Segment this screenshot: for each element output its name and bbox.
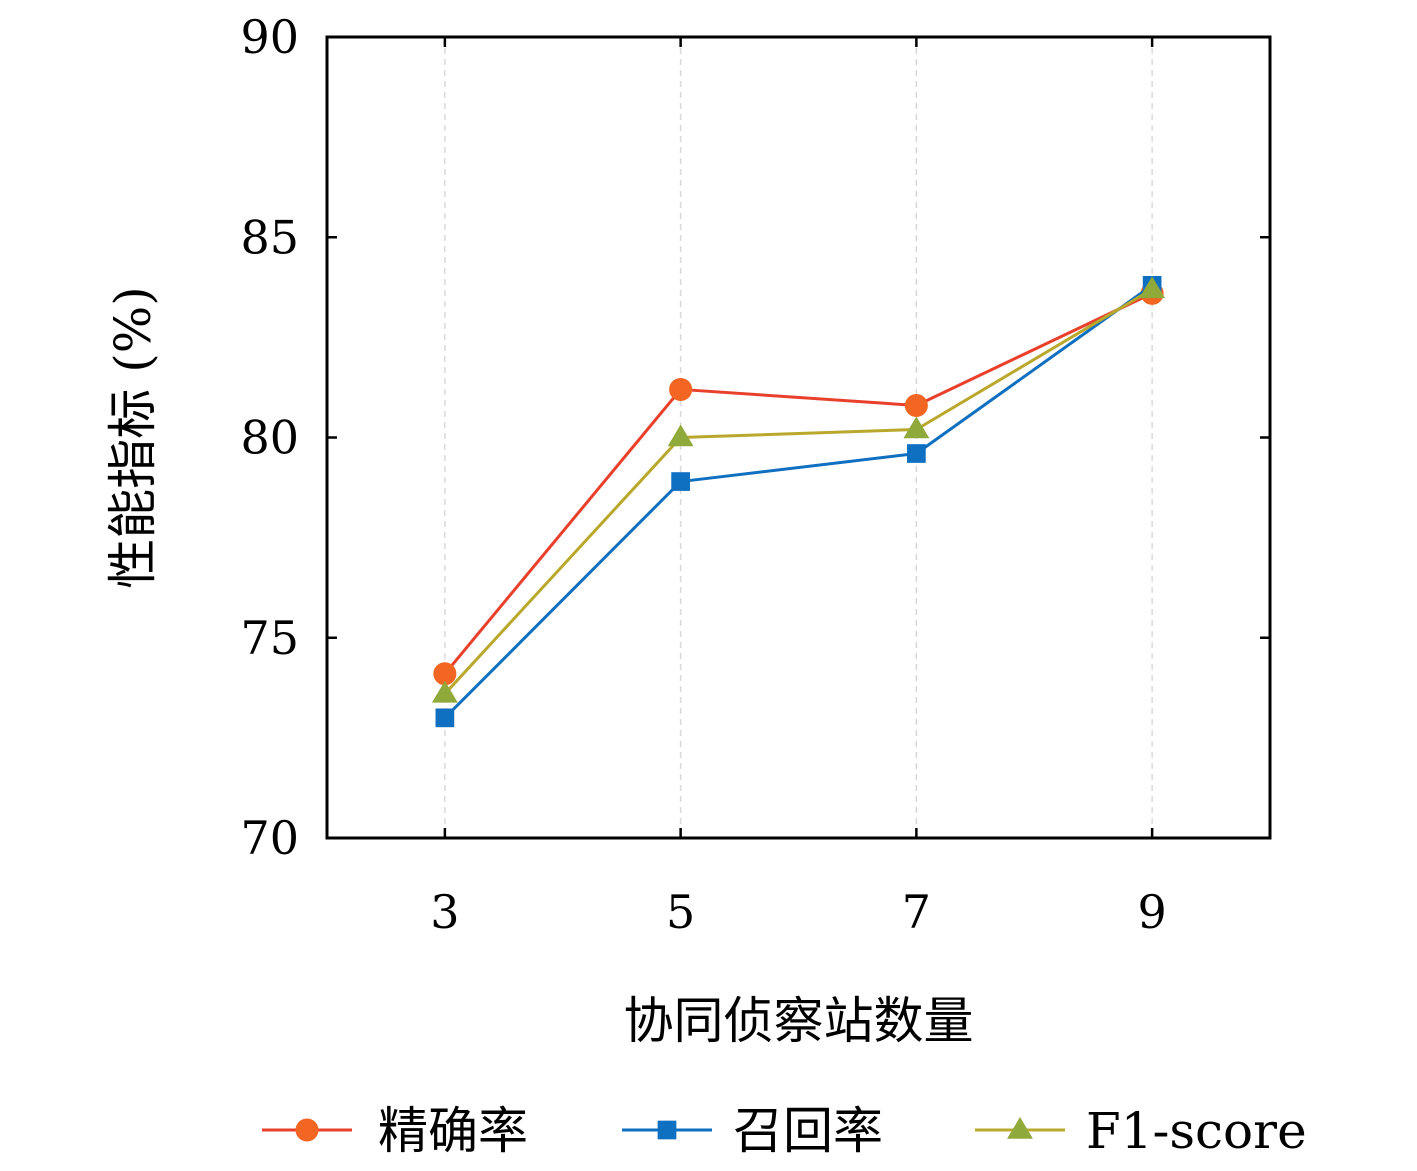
legend-item-1: 精确率 xyxy=(262,1102,528,1160)
data-point-2-3 xyxy=(435,708,455,728)
y-tick-label-80: 80 xyxy=(240,411,299,465)
y-axis-label: 性能指标 (%) xyxy=(104,286,162,588)
series-1 xyxy=(433,281,1164,686)
legend-label-2: 召回率 xyxy=(733,1102,883,1160)
x-axis-label: 协同侦察站数量 xyxy=(624,992,974,1050)
data-point-1-7 xyxy=(904,393,928,417)
series-3 xyxy=(431,276,1166,703)
plot-frame xyxy=(325,35,1272,840)
legend-label-3: F1-score xyxy=(1086,1102,1307,1160)
data-point-3-3 xyxy=(431,680,458,703)
legend-item-3: F1-score xyxy=(975,1102,1307,1160)
series-group xyxy=(431,275,1166,728)
data-point-2-5 xyxy=(671,472,690,491)
legend-marker-2 xyxy=(657,1120,677,1140)
series-line-3 xyxy=(443,288,1153,695)
legend-label-1: 精确率 xyxy=(378,1102,528,1160)
x-tick-label-5: 5 xyxy=(666,885,695,939)
axes xyxy=(325,35,1272,840)
grid-lines xyxy=(444,37,1153,838)
series-line-1 xyxy=(443,291,1153,675)
series-2 xyxy=(435,275,1162,728)
data-point-3-5 xyxy=(667,424,694,447)
legend: 精确率 召回率 F1-score xyxy=(262,1102,1307,1160)
y-tick-label-90: 90 xyxy=(240,10,299,64)
data-point-3-9 xyxy=(1139,276,1166,299)
x-tick-label-7: 7 xyxy=(902,885,931,939)
data-point-2-7 xyxy=(907,444,926,463)
legend-marker-1 xyxy=(295,1118,319,1142)
legend-marker-3 xyxy=(1007,1117,1033,1139)
data-point-1-5 xyxy=(669,377,693,401)
x-tick-label-9: 9 xyxy=(1137,885,1166,939)
y-tick-label-70: 70 xyxy=(240,811,299,865)
data-point-3-7 xyxy=(903,416,930,439)
y-tick-label-75: 75 xyxy=(240,611,299,665)
x-tick-label-3: 3 xyxy=(430,885,459,939)
legend-item-2: 召回率 xyxy=(622,1102,883,1160)
y-tick-label-85: 85 xyxy=(240,210,299,264)
series-line-2 xyxy=(443,284,1153,719)
axis-labels: 70 75 80 85 90 3 5 7 9 协同侦察站数量 性能指标 (%) xyxy=(104,10,1167,1050)
